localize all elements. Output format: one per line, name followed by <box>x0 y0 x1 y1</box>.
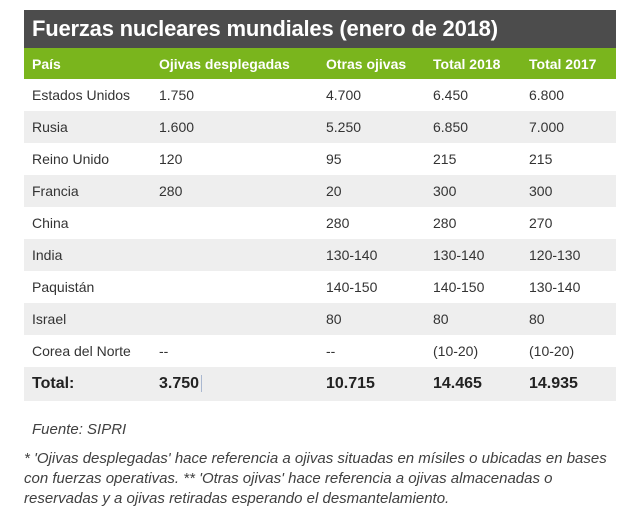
total-ojivas-desplegadas: 3.750 <box>151 367 318 401</box>
table-row: Corea del Norte -- -- (10-20) (10-20) <box>24 335 616 367</box>
cell-ojivas-desplegadas: 1.600 <box>159 119 195 135</box>
total-2018: 14.465 <box>433 375 482 392</box>
cell-total-2017: 300 <box>529 183 553 199</box>
table-row: Francia 280 20 300 300 <box>24 175 616 207</box>
table-row: Reino Unido 120 95 215 215 <box>24 143 616 175</box>
table-row: Israel 80 80 80 <box>24 303 616 335</box>
column-header-total-2017: Total 2017 <box>529 55 597 72</box>
cell-total-2017: 7.000 <box>529 119 565 135</box>
cell-pais: China <box>32 215 69 231</box>
column-header-otras-ojivas: Otras ojivas <box>326 55 407 72</box>
column-header-ojivas-desplegadas: Ojivas desplegadas <box>159 55 290 72</box>
nuclear-forces-table-container: Fuerzas nucleares mundiales (enero de 20… <box>24 10 616 401</box>
cell-ojivas-desplegadas: 1.750 <box>159 87 195 103</box>
table-row: Estados Unidos 1.750 4.700 6.450 6.800 <box>24 79 616 111</box>
footnote: * 'Ojivas desplegadas' hace referencia a… <box>24 450 607 507</box>
cell-ojivas-desplegadas: -- <box>159 343 169 359</box>
table-row: Rusia 1.600 5.250 6.850 7.000 <box>24 111 616 143</box>
page-title: Fuerzas nucleares mundiales (enero de 20… <box>32 16 498 41</box>
cell-ojivas-desplegadas <box>151 303 318 335</box>
table-header-row: País Ojivas desplegadas Otras ojivas Tot… <box>24 48 616 79</box>
cell-otras-ojivas: -- <box>326 343 336 359</box>
cell-pais: Francia <box>32 183 79 199</box>
cell-total-2017: 6.800 <box>529 87 565 103</box>
cell-pais: Rusia <box>32 119 68 135</box>
cell-total-2017: 120-130 <box>529 247 581 263</box>
cell-total-2018: 140-150 <box>433 279 485 295</box>
total-ojivas-desplegadas-value: 3.750 <box>159 375 203 392</box>
cell-otras-ojivas: 80 <box>326 311 342 327</box>
cell-otras-ojivas: 20 <box>326 183 342 199</box>
cell-pais: Corea del Norte <box>32 343 131 359</box>
cell-ojivas-desplegadas <box>151 239 318 271</box>
cell-total-2018: 300 <box>433 183 457 199</box>
cell-total-2018: 6.450 <box>433 87 469 103</box>
cell-total-2017: 215 <box>529 151 553 167</box>
cell-pais: India <box>32 247 63 263</box>
cell-ojivas-desplegadas <box>151 207 318 239</box>
table-row: India 130-140 130-140 120-130 <box>24 239 616 271</box>
total-row: Total: 3.750 10.715 14.465 14.935 <box>24 367 616 401</box>
cell-total-2018: 6.850 <box>433 119 469 135</box>
cell-pais: Paquistán <box>32 279 95 295</box>
cell-ojivas-desplegadas <box>151 271 318 303</box>
cell-otras-ojivas: 130-140 <box>326 247 378 263</box>
cell-total-2017: 270 <box>529 215 553 231</box>
cell-pais: Israel <box>32 311 67 327</box>
cell-total-2017: (10-20) <box>529 343 575 359</box>
table-row: Paquistán 140-150 140-150 130-140 <box>24 271 616 303</box>
cell-total-2018: 130-140 <box>433 247 485 263</box>
cell-otras-ojivas: 95 <box>326 151 342 167</box>
column-header-total-2018: Total 2018 <box>433 55 501 72</box>
cell-total-2017: 80 <box>529 311 545 327</box>
nuclear-forces-table: País Ojivas desplegadas Otras ojivas Tot… <box>24 48 616 401</box>
source-credit: Fuente: SIPRI <box>32 421 127 438</box>
table-body: Estados Unidos 1.750 4.700 6.450 6.800 Rusia 1… <box>24 79 616 367</box>
cell-total-2018: (10-20) <box>433 343 479 359</box>
total-label: Total: <box>32 375 75 392</box>
cell-total-2018: 215 <box>433 151 457 167</box>
column-header-pais: País <box>32 55 61 72</box>
cell-ojivas-desplegadas: 120 <box>159 151 183 167</box>
cell-otras-ojivas: 5.250 <box>326 119 362 135</box>
cell-pais: Estados Unidos <box>32 87 131 103</box>
cell-otras-ojivas: 140-150 <box>326 279 378 295</box>
total-otras-ojivas: 10.715 <box>326 375 375 392</box>
cell-total-2018: 80 <box>433 311 449 327</box>
cell-pais: Reino Unido <box>32 151 110 167</box>
cell-total-2017: 130-140 <box>529 279 581 295</box>
title-bar: Fuerzas nucleares mundiales (enero de 20… <box>24 10 616 48</box>
table-row: China 280 280 270 <box>24 207 616 239</box>
cell-total-2018: 280 <box>433 215 457 231</box>
cell-otras-ojivas: 4.700 <box>326 87 362 103</box>
cell-ojivas-desplegadas: 280 <box>159 183 183 199</box>
total-2017: 14.935 <box>529 375 578 392</box>
cell-otras-ojivas: 280 <box>326 215 350 231</box>
